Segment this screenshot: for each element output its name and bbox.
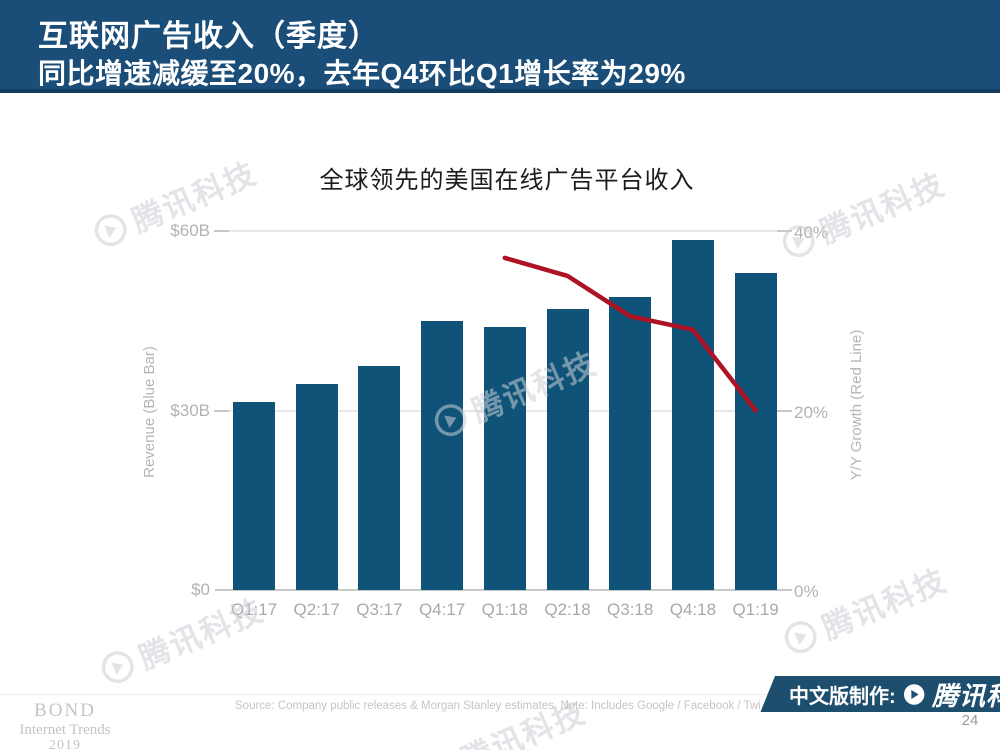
chart-title: 全球领先的美国在线广告平台收入 — [319, 167, 695, 194]
watermark-text: 腾讯科技 — [816, 562, 953, 647]
right-tick-mark — [777, 409, 792, 412]
header-banner: 互联网广告收入（季度） 同比增速减缓至20%，去年Q4环比Q1增长率为29% — [0, 0, 1000, 93]
tencent-tech-logo-icon — [784, 620, 817, 653]
watermark: 腾讯科技 — [426, 338, 603, 447]
revenue-bar — [233, 401, 275, 590]
right-axis-label: Y/Y Growth (Red Line) — [848, 329, 865, 481]
watermark: 腾讯科技 — [86, 148, 263, 257]
slide-subtitle: 同比增速减缓至20%，去年Q4环比Q1增长率为29% — [38, 58, 686, 89]
revenue-bar — [421, 320, 464, 590]
tencent-tech-logo-icon — [101, 650, 134, 683]
revenue-bar — [609, 296, 652, 590]
source-note: Source: Company public releases & Morgan… — [235, 700, 760, 712]
watermark-text: 腾讯科技 — [455, 694, 592, 750]
x-tick-label: Q4:18 — [669, 600, 717, 619]
tencent-tech-logo-icon — [417, 746, 462, 750]
x-tick-label: Q2:17 — [293, 600, 340, 619]
tencent-tech-logo-icon — [782, 224, 815, 257]
x-tick-label: Q3:18 — [607, 600, 654, 619]
x-tick-label: Q1:18 — [481, 600, 528, 619]
x-tick-label: Q1:19 — [732, 600, 779, 619]
bond-logo-year: 2019 — [49, 738, 81, 750]
revenue-bar — [734, 272, 777, 590]
bond-logo-subtitle: Internet Trends — [19, 721, 111, 738]
y-tick-label-left: $0 — [191, 580, 210, 599]
y-tick-label-left: $60B — [170, 221, 210, 240]
left-tick-mark — [214, 230, 229, 232]
right-tick-mark — [777, 230, 792, 232]
tencent-tech-logo-icon — [434, 403, 467, 436]
revenue-bar — [358, 365, 401, 590]
tencent-tech-logo-icon — [903, 683, 925, 705]
revenue-bar — [671, 239, 714, 590]
page-number: 24 — [961, 712, 979, 729]
y-tick-label-right: 0% — [794, 582, 819, 601]
watermark: 腾讯科技 — [93, 585, 270, 694]
revenue-bar — [295, 383, 338, 590]
tencent-tech-logo-icon — [94, 213, 127, 246]
x-tick-label: Q2:18 — [544, 600, 591, 619]
credit-label: 中文版制作: — [789, 685, 896, 708]
watermark: 腾讯科技 — [774, 159, 951, 268]
x-tick-label: Q1:17 — [230, 600, 278, 619]
credit-banner: 中文版制作: 腾讯科技 — [760, 676, 1000, 712]
x-tick-label: Q3:17 — [356, 600, 403, 619]
left-tick-mark — [214, 409, 229, 412]
credit-brand: 腾讯科技 — [931, 680, 1000, 711]
slide-title: 互联网广告收入（季度） — [38, 20, 379, 53]
footer-divider — [0, 694, 1000, 695]
bond-logo-title: BOND — [34, 700, 96, 721]
y-tick-label-left: $30B — [170, 400, 210, 420]
x-tick-label: Q4:17 — [418, 600, 466, 619]
watermark: 腾讯科技 — [776, 555, 953, 664]
grid-line — [228, 230, 786, 232]
watermark: 腾讯科技 — [415, 687, 592, 750]
x-axis-line — [215, 589, 792, 591]
bond-logo: BOND Internet Trends 2019 — [10, 700, 120, 750]
y-tick-label-right: 20% — [794, 402, 829, 422]
